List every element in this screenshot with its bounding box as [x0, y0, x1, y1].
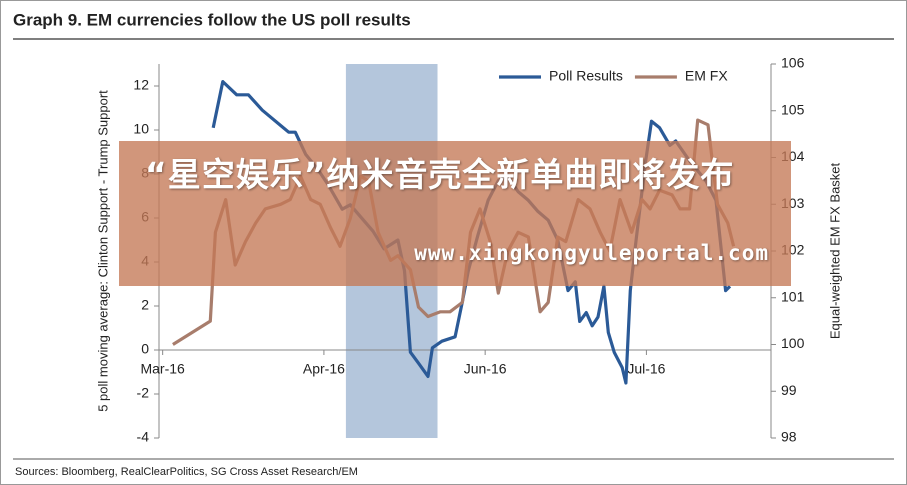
- y2-tick-label: 101: [781, 288, 805, 304]
- y-tick-label: -4: [137, 429, 150, 445]
- y-tick-label: -2: [137, 385, 150, 401]
- y2-tick-label: 98: [781, 429, 797, 445]
- x-tick-label: Mar-16: [140, 361, 185, 377]
- legend-label: EM FX: [685, 68, 728, 84]
- legend-label: Poll Results: [549, 68, 623, 84]
- y2-tick-label: 105: [781, 101, 805, 117]
- y2-tick-label: 106: [781, 55, 805, 71]
- x-tick-label: Jun-16: [464, 361, 507, 377]
- chart-title: Graph 9. EM currencies follow the US pol…: [13, 10, 411, 29]
- y2-tick-label: 99: [781, 382, 797, 398]
- y-axis-title: 5 poll moving average: Clinton Support -…: [95, 90, 110, 412]
- y2-axis-title: Equal-weighted EM FX Basket: [827, 162, 842, 339]
- x-tick-label: Jul-16: [627, 361, 665, 377]
- x-tick-label: Apr-16: [303, 361, 345, 377]
- y-tick-label: 0: [141, 341, 149, 357]
- y-tick-label: 2: [141, 297, 149, 313]
- overlay-banner: “星空娱乐”纳米音壳全新单曲即将发布 www.xingkongyuleporta…: [119, 141, 791, 286]
- source: Sources: Bloomberg, RealClearPolitics, S…: [15, 466, 358, 478]
- y-tick-label: 12: [133, 77, 149, 93]
- overlay-url[interactable]: www.xingkongyuleportal.com: [414, 241, 769, 265]
- y-tick-label: 10: [133, 121, 149, 137]
- y2-tick-label: 100: [781, 335, 805, 351]
- overlay-headline: “星空娱乐”纳米音壳全新单曲即将发布: [145, 155, 735, 194]
